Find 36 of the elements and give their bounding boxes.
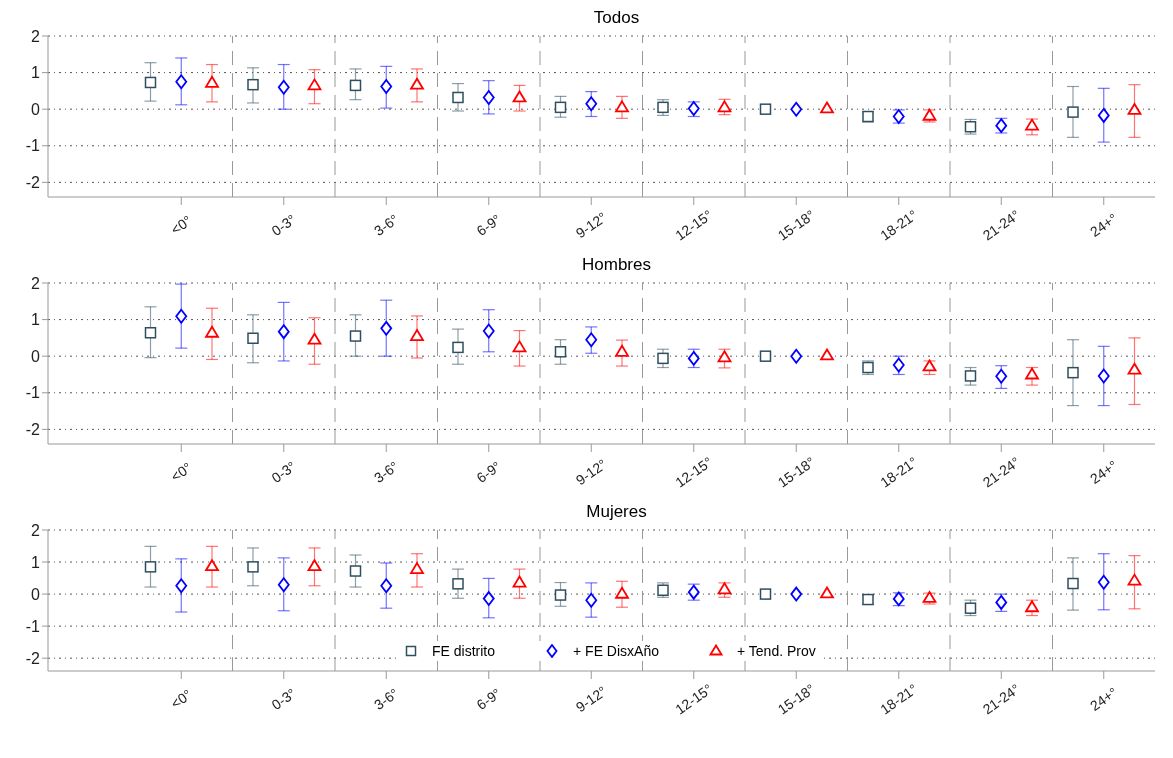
legend-label: + FE DisxAño: [573, 643, 659, 659]
x-tick-label: 6-9°: [473, 458, 504, 486]
y-tick-label: -1: [25, 137, 41, 155]
y-tick-label: 0: [31, 100, 41, 118]
x-tick-label: 6-9°: [473, 685, 504, 713]
x-tick-label: 3-6°: [371, 458, 402, 486]
chart-title: Hombres: [582, 255, 651, 274]
y-tick-label: -2: [25, 174, 41, 192]
y-tick-label: 0: [31, 347, 41, 365]
x-tick-label: <0°: [167, 212, 195, 238]
y-tick-label: 1: [31, 64, 41, 82]
y-tick-label: -1: [25, 617, 41, 635]
y-tick-label: 2: [31, 274, 41, 292]
x-tick-label: 3-6°: [371, 211, 402, 239]
x-tick-label: <0°: [167, 686, 195, 712]
x-tick-label: 24+°: [1087, 210, 1121, 240]
legend-label: FE distrito: [432, 643, 496, 659]
x-tick-label: 6-9°: [473, 211, 504, 239]
x-tick-label: 0-3°: [268, 211, 299, 239]
x-tick-label: 0-3°: [268, 458, 299, 486]
y-tick-label: 0: [31, 585, 41, 603]
x-tick-label: <0°: [167, 459, 195, 485]
y-tick-label: -2: [25, 421, 41, 439]
chart-title: Mujeres: [586, 502, 647, 521]
y-tick-label: -2: [25, 649, 41, 667]
y-tick-label: 1: [31, 553, 41, 571]
x-tick-label: 24+°: [1087, 457, 1121, 487]
y-tick-label: 2: [31, 27, 41, 45]
x-tick-label: 24+°: [1087, 684, 1121, 714]
x-tick-label: 0-3°: [268, 685, 299, 713]
y-tick-label: 1: [31, 311, 41, 329]
legend-label: + Tend. Prov: [737, 643, 816, 659]
y-tick-label: 2: [31, 521, 41, 539]
x-tick-label: 3-6°: [371, 685, 402, 713]
y-tick-label: -1: [25, 384, 41, 402]
chart-title: Todos: [593, 8, 640, 27]
